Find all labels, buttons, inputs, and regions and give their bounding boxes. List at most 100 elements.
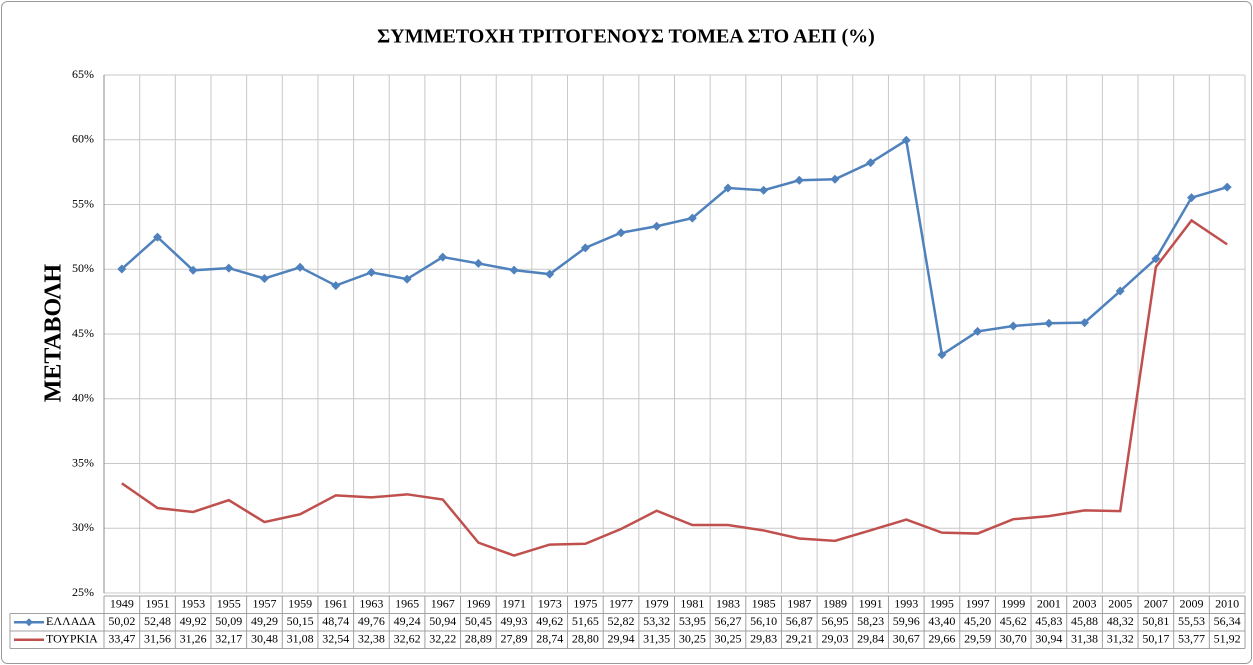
- point-marker: [973, 326, 983, 336]
- point-marker: [1008, 321, 1018, 331]
- y-tick-label: 35%: [72, 455, 94, 469]
- table-cell: 49,24: [394, 614, 421, 628]
- point-marker: [117, 264, 127, 274]
- table-cell: 28,80: [572, 632, 599, 646]
- point-marker: [1187, 193, 1197, 203]
- table-cell: 32,22: [429, 632, 456, 646]
- x-tick-label: 1977: [609, 597, 633, 611]
- point-marker: [224, 263, 234, 273]
- y-tick-label: 30%: [72, 520, 94, 534]
- table-cell: 31,26: [180, 632, 207, 646]
- table-cell: 58,23: [857, 614, 884, 628]
- x-tick-label: 2001: [1037, 597, 1061, 611]
- point-marker: [1151, 254, 1161, 264]
- table-cell: 43,40: [928, 614, 955, 628]
- table-cell: 55,53: [1178, 614, 1205, 628]
- table-cell: 50,02: [108, 614, 135, 628]
- table-cell: 50,09: [215, 614, 242, 628]
- table-cell: 31,38: [1071, 632, 1098, 646]
- table-cell: 45,20: [964, 614, 991, 628]
- table-cell: 56,10: [750, 614, 777, 628]
- point-marker: [188, 265, 198, 275]
- x-tick-label: 1983: [716, 597, 740, 611]
- x-tick-label: 1963: [359, 597, 383, 611]
- table-cell: 29,59: [964, 632, 991, 646]
- point-marker: [652, 221, 662, 231]
- point-marker: [1044, 318, 1054, 328]
- table-cell: 30,48: [251, 632, 278, 646]
- x-tick-label: 1969: [466, 597, 490, 611]
- x-tick-label: 1955: [217, 597, 241, 611]
- table-cell: 53,32: [643, 614, 670, 628]
- table-cell: 30,25: [679, 632, 706, 646]
- legend-label: ΕΛΛΑΔΑ: [46, 614, 96, 628]
- x-tick-label: 2007: [1144, 597, 1168, 611]
- series-line: [121, 218, 1228, 557]
- table-cell: 32,54: [322, 632, 349, 646]
- point-marker: [901, 135, 911, 145]
- x-tick-label: 1989: [823, 597, 847, 611]
- point-marker: [1222, 182, 1232, 192]
- x-tick-label: 1979: [645, 597, 669, 611]
- y-tick-label: 60%: [72, 132, 94, 146]
- table-cell: 52,82: [608, 614, 635, 628]
- x-tick-label: 1957: [252, 597, 276, 611]
- table-cell: 53,95: [679, 614, 706, 628]
- y-axis-label: ΜΕΤΑΒΟΛΗ: [41, 263, 67, 402]
- table-cell: 50,17: [1142, 632, 1169, 646]
- point-marker: [866, 158, 876, 168]
- x-tick-label: 2010: [1215, 597, 1239, 611]
- table-cell: 45,88: [1071, 614, 1098, 628]
- table-cell: 32,38: [358, 632, 385, 646]
- table-cell: 56,87: [786, 614, 813, 628]
- table-cell: 28,74: [536, 632, 563, 646]
- table-cell: 29,94: [608, 632, 635, 646]
- table-cell: 50,81: [1142, 614, 1169, 628]
- table-cell: 52,48: [144, 614, 171, 628]
- table-cell: 48,74: [322, 614, 349, 628]
- x-tick-label: 2003: [1073, 597, 1097, 611]
- table-cell: 53,77: [1178, 632, 1205, 646]
- table-cell: 29,21: [786, 632, 813, 646]
- x-tick-label: 2005: [1108, 597, 1132, 611]
- table-cell: 31,08: [287, 632, 314, 646]
- table-cell: 31,32: [1107, 632, 1134, 646]
- table-cell: 48,32: [1107, 614, 1134, 628]
- point-marker: [794, 175, 804, 185]
- table-cell: 50,45: [465, 614, 492, 628]
- x-tick-label: 1967: [431, 597, 455, 611]
- point-marker: [331, 281, 341, 291]
- x-tick-label: 1973: [538, 597, 562, 611]
- table-cell: 49,92: [180, 614, 207, 628]
- table-cell: 32,17: [215, 632, 242, 646]
- x-tick-label: 1961: [324, 597, 348, 611]
- table-cell: 49,93: [501, 614, 528, 628]
- series-line: [120, 138, 1228, 357]
- table-cell: 29,83: [750, 632, 777, 646]
- x-tick-label: 1987: [787, 597, 811, 611]
- table-cell: 28,89: [465, 632, 492, 646]
- x-tick-label: 2009: [1180, 597, 1204, 611]
- x-tick-label: 1951: [145, 597, 169, 611]
- x-tick-label: 1965: [395, 597, 419, 611]
- point-marker: [830, 174, 840, 184]
- table-cell: 49,29: [251, 614, 278, 628]
- table-cell: 49,76: [358, 614, 385, 628]
- table-cell: 29,03: [821, 632, 848, 646]
- table-cell: 30,94: [1035, 632, 1062, 646]
- table-cell: 49,62: [536, 614, 563, 628]
- point-marker: [1115, 286, 1125, 296]
- x-tick-label: 1999: [1001, 597, 1025, 611]
- y-tick-label: 50%: [72, 261, 94, 275]
- y-tick-label: 45%: [72, 326, 94, 340]
- x-tick-label: 1993: [894, 597, 918, 611]
- chart-title: ΣΥΜΜΕΤΟΧΗ ΤΡΙΤΟΓΕΝΟΥΣ ΤΟΜΕΑ ΣΤΟ ΑΕΠ (%): [377, 26, 875, 48]
- x-tick-label: 1959: [288, 597, 312, 611]
- legend-label: ΤΟΥΡΚΙΑ: [46, 632, 98, 646]
- point-marker: [438, 252, 448, 262]
- point-marker: [759, 185, 769, 195]
- table-cell: 51,92: [1214, 632, 1241, 646]
- table-cell: 51,65: [572, 614, 599, 628]
